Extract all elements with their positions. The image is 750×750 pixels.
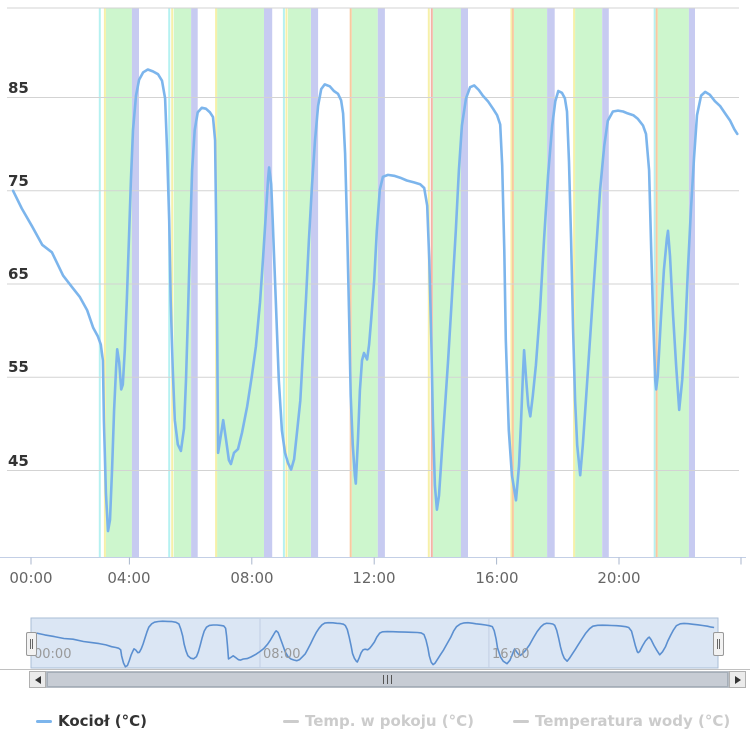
plot-band-cooldown [547, 8, 555, 558]
legend-item-temperatura-wody[interactable]: Temperatura wody (°C) [513, 711, 730, 731]
plot-line [349, 8, 352, 558]
navigator-series-line [36, 620, 715, 668]
scrollbar-grip-icon [391, 675, 392, 684]
plot-band-cooldown [377, 8, 385, 558]
plot-band-cooldown [602, 8, 609, 558]
plot-band-cooldown [191, 8, 198, 558]
x-axis-label: 12:00 [352, 569, 396, 587]
arrow-left-icon [34, 675, 41, 684]
x-axis-label: 04:00 [107, 569, 151, 587]
plot-band-active [288, 8, 311, 558]
plot-band-active [432, 8, 461, 558]
plot-band-cooldown [131, 8, 139, 558]
plot-line [103, 8, 106, 558]
plot-line [655, 8, 658, 558]
x-axis-label: 08:00 [230, 569, 274, 587]
scrollbar-track[interactable] [46, 671, 729, 688]
x-axis-label: 20:00 [597, 569, 641, 587]
plot-line [510, 8, 513, 558]
y-axis-label: 65 [8, 265, 29, 283]
arrow-right-icon [734, 675, 741, 684]
navigator-axis-label: 16:00 [492, 647, 530, 662]
scrollbar-thumb[interactable] [47, 672, 728, 687]
plot-band-active [173, 8, 192, 558]
y-axis-label: 55 [8, 358, 29, 376]
x-axis-label: 00:00 [9, 569, 53, 587]
plot-line [430, 8, 433, 558]
plot-line [171, 8, 174, 558]
series-line-kociol [11, 68, 739, 533]
navigator-handle-right[interactable] [713, 632, 724, 656]
scrollbar-left-button[interactable] [29, 671, 46, 688]
plot-band-active [217, 8, 264, 558]
series-marker-woda-icon [513, 719, 529, 723]
scrollbar-grip-icon [383, 675, 384, 684]
y-axis-label: 85 [8, 79, 29, 97]
x-axis-label: 16:00 [475, 569, 519, 587]
plot-band-cooldown [460, 8, 468, 558]
y-axis-label: 75 [8, 172, 29, 190]
legend-label: Temperatura wody (°C) [535, 712, 731, 730]
y-axis-label: 45 [8, 452, 29, 470]
scrollbar-grip-icon [387, 675, 388, 684]
legend-item-kociol[interactable]: Kocioł (°C) [36, 711, 147, 731]
legend-item-temp-pokoju[interactable]: Temp. w pokoju (°C) [283, 711, 474, 731]
plot-line [653, 8, 656, 558]
plot-line [285, 8, 288, 558]
navigator-axis-label: 08:00 [263, 647, 301, 662]
chart-canvas [0, 7, 750, 670]
navigator-axis-label: 00:00 [34, 647, 72, 662]
legend-label: Kocioł (°C) [58, 712, 148, 730]
plot-band-cooldown [311, 8, 319, 558]
plot-band-cooldown [688, 8, 695, 558]
plot-line [98, 8, 101, 558]
plot-line [573, 8, 576, 558]
series-marker-kociol-icon [36, 719, 52, 723]
navigator-handle-left[interactable] [26, 632, 37, 656]
legend-label: Temp. w pokoju (°C) [305, 712, 474, 730]
scrollbar-right-button[interactable] [729, 671, 746, 688]
plot-band-cooldown [264, 8, 273, 558]
series-marker-pokoj-icon [283, 719, 299, 723]
plot-area[interactable] [0, 8, 746, 558]
plot-line [511, 8, 514, 558]
plot-line [282, 8, 285, 558]
